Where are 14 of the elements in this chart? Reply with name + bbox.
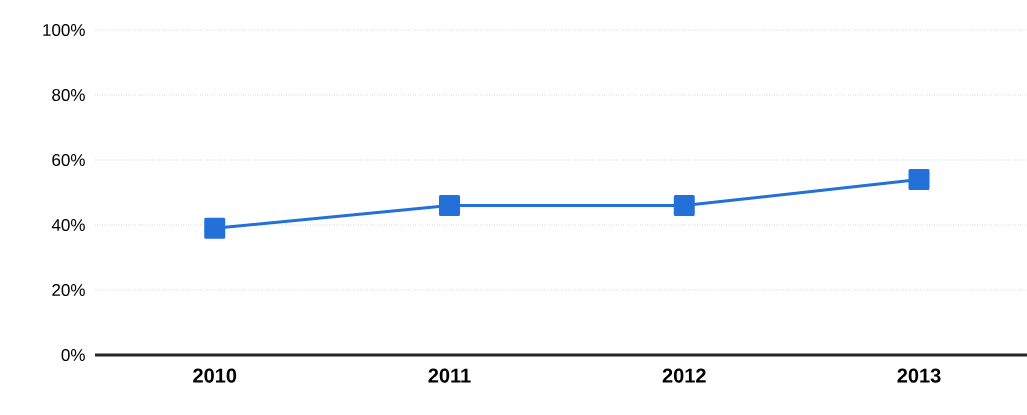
y-tick-label: 60% (52, 153, 85, 167)
point (204, 217, 226, 239)
y-tick-label: 100% (43, 23, 85, 37)
point (673, 195, 695, 216)
y-tick-label: 0% (61, 348, 85, 362)
y-tick-label: 20% (52, 283, 85, 297)
point (908, 169, 930, 190)
y-tick-label: 40% (51, 218, 85, 232)
x-tick-label: 2011 (428, 368, 471, 383)
y-tick-label: 80% (52, 88, 85, 102)
x-tick-label: 2013 (897, 368, 941, 383)
point (439, 195, 460, 216)
x-tick-label: 2012 (662, 368, 706, 383)
x-tick-label: 2010 (193, 368, 237, 383)
